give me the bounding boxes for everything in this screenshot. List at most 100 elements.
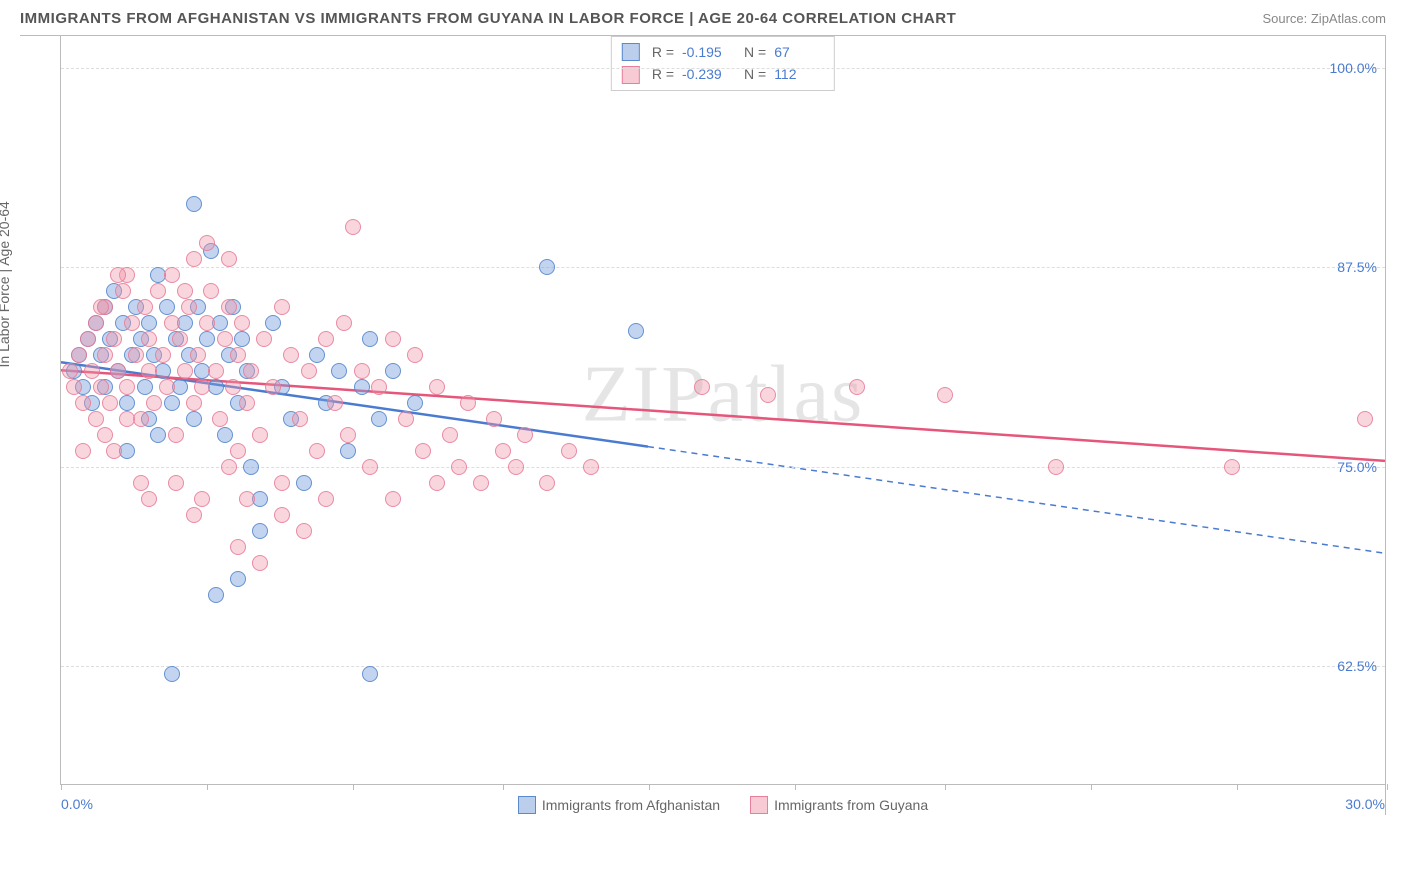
chart-title: IMMIGRANTS FROM AFGHANISTAN VS IMMIGRANT… — [20, 10, 956, 27]
grid-line-h — [61, 467, 1385, 468]
y-tick-label: 75.0% — [1337, 459, 1377, 475]
scatter-point — [429, 475, 445, 491]
scatter-point — [168, 475, 184, 491]
scatter-point — [194, 491, 210, 507]
scatter-point — [141, 331, 157, 347]
scatter-point — [694, 379, 710, 395]
scatter-point — [141, 315, 157, 331]
scatter-point — [128, 347, 144, 363]
x-tick-mark — [1387, 784, 1388, 790]
scatter-point — [849, 379, 865, 395]
scatter-point — [97, 347, 113, 363]
stats-row: R =-0.239N =112 — [622, 63, 824, 85]
x-tick-mark — [353, 784, 354, 790]
x-tick-mark — [207, 784, 208, 790]
scatter-point — [217, 427, 233, 443]
scatter-point — [66, 379, 82, 395]
scatter-point — [84, 363, 100, 379]
x-tick-mark — [61, 784, 62, 790]
scatter-point — [199, 331, 215, 347]
scatter-point — [230, 347, 246, 363]
scatter-point — [221, 299, 237, 315]
scatter-point — [318, 331, 334, 347]
scatter-point — [212, 411, 228, 427]
scatter-point — [296, 523, 312, 539]
stat-r-label: R = — [652, 63, 674, 85]
scatter-point — [230, 571, 246, 587]
scatter-point — [362, 331, 378, 347]
x-tick-mark — [649, 784, 650, 790]
scatter-point — [177, 283, 193, 299]
scatter-point — [150, 283, 166, 299]
scatter-point — [93, 299, 109, 315]
stat-r-value: -0.195 — [682, 41, 732, 63]
scatter-point — [354, 363, 370, 379]
scatter-point — [760, 387, 776, 403]
scatter-point — [252, 523, 268, 539]
scatter-point — [221, 459, 237, 475]
chart-container: In Labor Force | Age 20-64 ZIPatlas R =-… — [20, 35, 1386, 815]
scatter-point — [296, 475, 312, 491]
grid-line-h — [61, 68, 1385, 69]
scatter-point — [110, 363, 126, 379]
scatter-point — [177, 363, 193, 379]
scatter-point — [283, 347, 299, 363]
source-label: Source: ZipAtlas.com — [1262, 11, 1386, 26]
scatter-point — [146, 395, 162, 411]
scatter-point — [517, 427, 533, 443]
scatter-point — [217, 331, 233, 347]
scatter-point — [243, 459, 259, 475]
y-tick-label: 62.5% — [1337, 658, 1377, 674]
scatter-point — [137, 299, 153, 315]
scatter-point — [181, 299, 197, 315]
grid-line-h — [61, 666, 1385, 667]
scatter-point — [318, 491, 334, 507]
scatter-point — [88, 315, 104, 331]
scatter-point — [119, 395, 135, 411]
scatter-point — [256, 331, 272, 347]
scatter-point — [186, 507, 202, 523]
y-tick-label: 87.5% — [1337, 259, 1377, 275]
scatter-point — [362, 666, 378, 682]
scatter-point — [628, 323, 644, 339]
scatter-point — [371, 379, 387, 395]
scatter-point — [208, 363, 224, 379]
scatter-point — [141, 363, 157, 379]
scatter-point — [141, 491, 157, 507]
scatter-point — [186, 411, 202, 427]
scatter-point — [208, 587, 224, 603]
x-tick-mark — [1091, 784, 1092, 790]
grid-line-h — [61, 267, 1385, 268]
scatter-point — [62, 363, 78, 379]
scatter-point — [1048, 459, 1064, 475]
scatter-point — [164, 666, 180, 682]
bottom-legend: Immigrants from Afghanistan Immigrants f… — [61, 796, 1385, 814]
scatter-point — [230, 443, 246, 459]
scatter-point — [407, 395, 423, 411]
scatter-point — [186, 196, 202, 212]
scatter-point — [460, 395, 476, 411]
scatter-point — [274, 507, 290, 523]
scatter-point — [234, 331, 250, 347]
scatter-point — [398, 411, 414, 427]
scatter-point — [407, 347, 423, 363]
scatter-point — [75, 395, 91, 411]
scatter-point — [385, 331, 401, 347]
scatter-point — [371, 411, 387, 427]
scatter-point — [110, 267, 126, 283]
scatter-point — [327, 395, 343, 411]
scatter-point — [539, 259, 555, 275]
scatter-point — [190, 347, 206, 363]
scatter-point — [203, 283, 219, 299]
scatter-point — [102, 395, 118, 411]
scatter-point — [159, 299, 175, 315]
stat-n-value: 67 — [774, 41, 824, 63]
scatter-point — [119, 411, 135, 427]
scatter-point — [301, 363, 317, 379]
plot-area: ZIPatlas R =-0.195N =67R =-0.239N =112 0… — [60, 36, 1385, 785]
stat-n-label: N = — [744, 41, 766, 63]
scatter-point — [340, 443, 356, 459]
scatter-point — [155, 347, 171, 363]
scatter-point — [75, 443, 91, 459]
trend-lines — [61, 36, 1385, 784]
